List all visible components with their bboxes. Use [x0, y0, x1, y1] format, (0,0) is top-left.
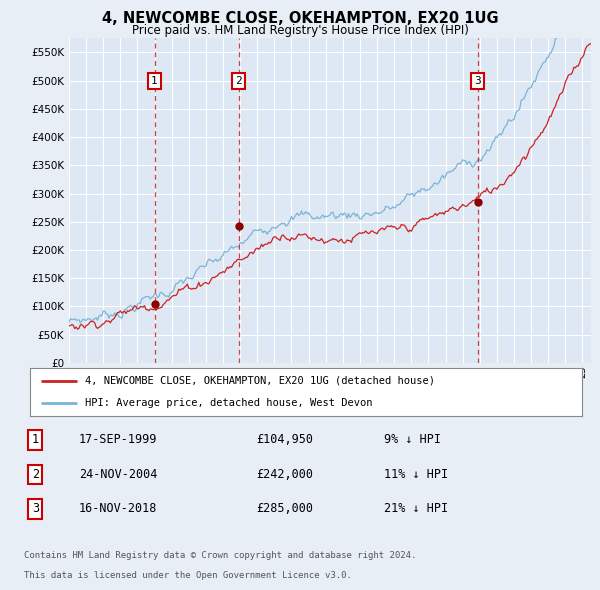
Text: This data is licensed under the Open Government Licence v3.0.: This data is licensed under the Open Gov…	[24, 571, 352, 580]
Text: 2: 2	[32, 468, 39, 481]
Text: £242,000: £242,000	[256, 468, 313, 481]
Text: 21% ↓ HPI: 21% ↓ HPI	[385, 502, 449, 515]
Text: 11% ↓ HPI: 11% ↓ HPI	[385, 468, 449, 481]
Text: 1: 1	[32, 434, 39, 447]
Text: 4, NEWCOMBE CLOSE, OKEHAMPTON, EX20 1UG (detached house): 4, NEWCOMBE CLOSE, OKEHAMPTON, EX20 1UG …	[85, 376, 435, 386]
Text: £104,950: £104,950	[256, 434, 313, 447]
Text: 9% ↓ HPI: 9% ↓ HPI	[385, 434, 442, 447]
Text: 3: 3	[32, 502, 39, 515]
Text: 16-NOV-2018: 16-NOV-2018	[79, 502, 157, 515]
Text: 1: 1	[151, 76, 158, 86]
Text: 3: 3	[475, 76, 481, 86]
Text: 17-SEP-1999: 17-SEP-1999	[79, 434, 157, 447]
Text: Contains HM Land Registry data © Crown copyright and database right 2024.: Contains HM Land Registry data © Crown c…	[24, 551, 416, 560]
Text: HPI: Average price, detached house, West Devon: HPI: Average price, detached house, West…	[85, 398, 373, 408]
Text: 4, NEWCOMBE CLOSE, OKEHAMPTON, EX20 1UG: 4, NEWCOMBE CLOSE, OKEHAMPTON, EX20 1UG	[101, 11, 499, 25]
Text: £285,000: £285,000	[256, 502, 313, 515]
Text: 2: 2	[235, 76, 242, 86]
Text: 24-NOV-2004: 24-NOV-2004	[79, 468, 157, 481]
Text: Price paid vs. HM Land Registry's House Price Index (HPI): Price paid vs. HM Land Registry's House …	[131, 24, 469, 37]
